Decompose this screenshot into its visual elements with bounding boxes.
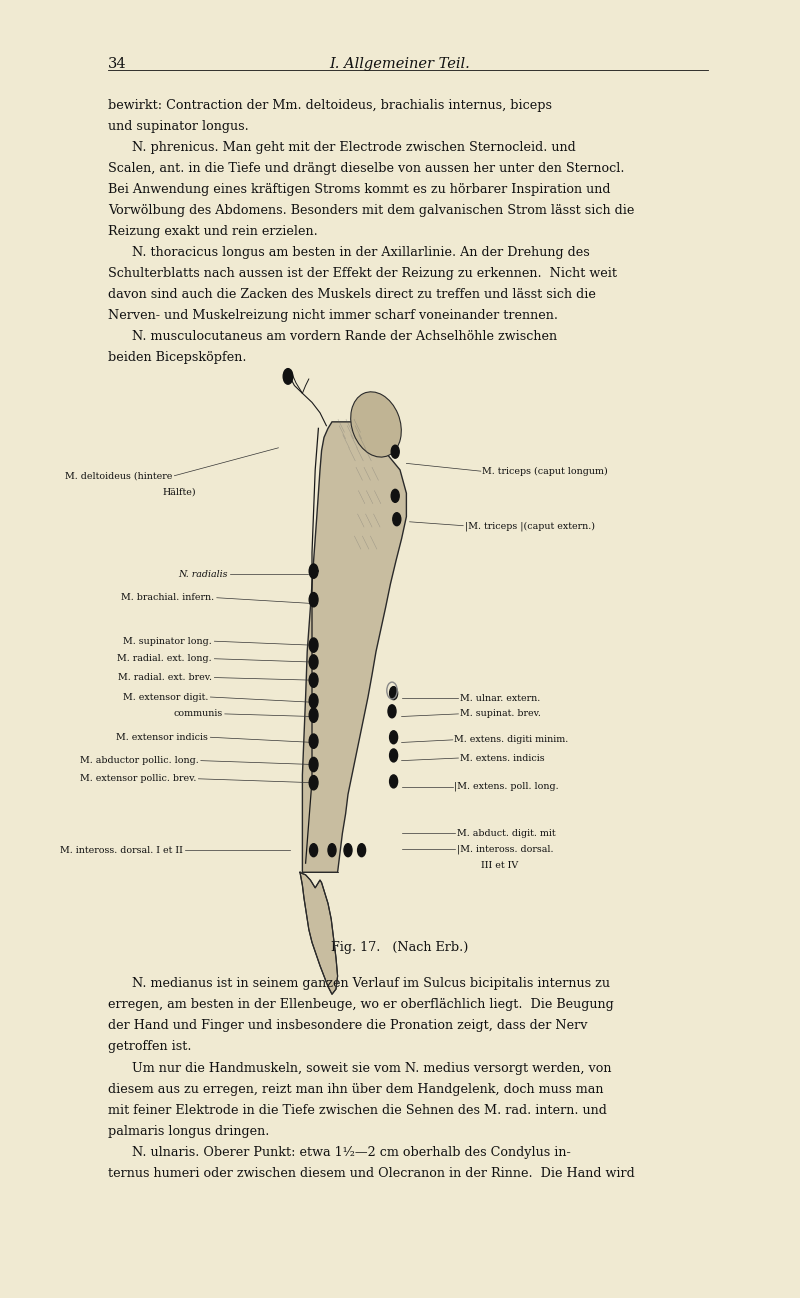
Text: getroffen ist.: getroffen ist. [108,1041,191,1054]
Text: M. supinator long.: M. supinator long. [123,637,212,645]
Circle shape [388,705,396,718]
Text: Vorwölbung des Abdomens. Besonders mit dem galvanischen Strom lässt sich die: Vorwölbung des Abdomens. Besonders mit d… [108,204,634,217]
Text: M. extens. digiti minim.: M. extens. digiti minim. [454,736,569,744]
Text: Reizung exakt und rein erzielen.: Reizung exakt und rein erzielen. [108,225,318,238]
Circle shape [358,844,366,857]
Text: III et IV: III et IV [481,862,518,870]
Text: |M. extens. poll. long.: |M. extens. poll. long. [454,781,559,792]
Circle shape [310,637,318,652]
Text: Hälfte): Hälfte) [162,488,196,496]
Circle shape [310,844,318,857]
Circle shape [310,775,318,789]
Text: N. musculocutaneus am vordern Rande der Achselhöhle zwischen: N. musculocutaneus am vordern Rande der … [132,330,557,343]
Text: Fig. 17.   (Nach Erb.): Fig. 17. (Nach Erb.) [331,941,469,954]
Circle shape [390,687,398,700]
Text: communis: communis [173,710,222,718]
Text: N. thoracicus longus am besten in der Axillarlinie. An der Drehung des: N. thoracicus longus am besten in der Ax… [132,245,590,258]
Text: M. extensor pollic. brev.: M. extensor pollic. brev. [80,775,196,783]
Text: M. triceps (caput longum): M. triceps (caput longum) [482,466,608,476]
Text: I. Allgemeiner Teil.: I. Allgemeiner Teil. [330,57,470,71]
Text: |M. triceps |(caput extern.): |M. triceps |(caput extern.) [465,520,594,531]
Text: bewirkt: Contraction der Mm. deltoideus, brachialis internus, biceps: bewirkt: Contraction der Mm. deltoideus,… [108,99,552,112]
Text: Um nur die Handmuskeln, soweit sie vom N. medius versorgt werden, von: Um nur die Handmuskeln, soweit sie vom N… [132,1062,611,1075]
Text: N. medianus ist in seinem ganzen Verlauf im Sulcus bicipitalis internus zu: N. medianus ist in seinem ganzen Verlauf… [132,977,610,990]
Text: M. radial. ext. brev.: M. radial. ext. brev. [118,674,212,681]
Circle shape [310,709,318,722]
Text: beiden Bicepsköpfen.: beiden Bicepsköpfen. [108,350,246,363]
Circle shape [390,775,398,788]
Text: und supinator longus.: und supinator longus. [108,119,249,132]
Circle shape [390,749,398,762]
Text: erregen, am besten in der Ellenbeuge, wo er oberflächlich liegt.  Die Beugung: erregen, am besten in der Ellenbeuge, wo… [108,998,614,1011]
Circle shape [391,445,399,458]
Text: M. ulnar. extern.: M. ulnar. extern. [460,694,540,702]
Text: Bei Anwendung eines kräftigen Stroms kommt es zu hörbarer Inspiration und: Bei Anwendung eines kräftigen Stroms kom… [108,183,610,196]
Text: M. deltoideus (hintere: M. deltoideus (hintere [65,471,172,480]
Text: der Hand und Finger und insbesondere die Pronation zeigt, dass der Nerv: der Hand und Finger und insbesondere die… [108,1019,587,1032]
Text: |M. inteross. dorsal.: |M. inteross. dorsal. [457,844,554,854]
Text: Nerven- und Muskelreizung nicht immer scharf voneinander trennen.: Nerven- und Muskelreizung nicht immer sc… [108,309,558,322]
Circle shape [344,844,352,857]
Text: N. radialis: N. radialis [178,570,228,579]
Text: M. supinat. brev.: M. supinat. brev. [460,710,541,718]
Text: M. extens. indicis: M. extens. indicis [460,754,545,762]
Text: M. radial. ext. long.: M. radial. ext. long. [118,654,212,663]
Circle shape [310,672,318,688]
Polygon shape [302,422,406,872]
Text: M. abduct. digit. mit: M. abduct. digit. mit [457,829,555,837]
Text: diesem aus zu erregen, reizt man ihn über dem Handgelenk, doch muss man: diesem aus zu erregen, reizt man ihn übe… [108,1083,603,1096]
Circle shape [310,592,318,607]
Text: M. abductor pollic. long.: M. abductor pollic. long. [80,757,198,765]
Text: Schulterblatts nach aussen ist der Effekt der Reizung zu erkennen.  Nicht weit: Schulterblatts nach aussen ist der Effek… [108,267,617,280]
Circle shape [283,369,293,384]
Text: M. extensor digit.: M. extensor digit. [122,693,208,701]
Text: Scalen, ant. in die Tiefe und drängt dieselbe von aussen her unter den Sternocl.: Scalen, ant. in die Tiefe und drängt die… [108,162,625,175]
Circle shape [393,513,401,526]
Circle shape [310,654,318,670]
Circle shape [310,563,318,579]
Text: M. extensor indicis: M. extensor indicis [116,733,208,741]
Text: palmaris longus dringen.: palmaris longus dringen. [108,1124,270,1137]
Ellipse shape [350,392,402,457]
Text: M. inteross. dorsal. I et II: M. inteross. dorsal. I et II [59,846,182,854]
Circle shape [310,693,318,709]
Text: davon sind auch die Zacken des Muskels direct zu treffen und lässt sich die: davon sind auch die Zacken des Muskels d… [108,288,596,301]
Text: N. phrenicus. Man geht mit der Electrode zwischen Sternocleid. und: N. phrenicus. Man geht mit der Electrode… [132,140,576,153]
Text: 34: 34 [108,57,126,71]
Text: M. brachial. infern.: M. brachial. infern. [122,593,214,602]
Circle shape [328,844,336,857]
Circle shape [310,758,318,771]
Text: N. ulnaris. Oberer Punkt: etwa 1¹⁄₂—2 cm oberhalb des Condylus in-: N. ulnaris. Oberer Punkt: etwa 1¹⁄₂—2 cm… [132,1146,570,1159]
Circle shape [391,489,399,502]
Circle shape [390,731,398,744]
Text: ternus humeri oder zwischen diesem und Olecranon in der Rinne.  Die Hand wird: ternus humeri oder zwischen diesem und O… [108,1167,634,1180]
Polygon shape [300,872,338,994]
Text: mit feiner Elektrode in die Tiefe zwischen die Sehnen des M. rad. intern. und: mit feiner Elektrode in die Tiefe zwisch… [108,1103,607,1116]
Circle shape [310,735,318,748]
